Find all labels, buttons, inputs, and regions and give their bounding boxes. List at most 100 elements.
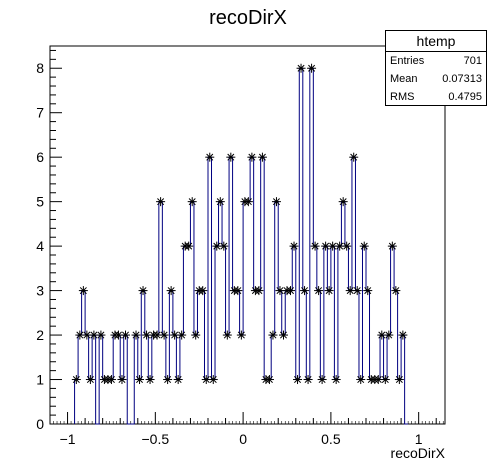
data-point-marker <box>275 286 285 296</box>
data-point-marker <box>236 330 246 340</box>
data-point-marker <box>293 375 303 385</box>
data-point-marker <box>156 197 166 207</box>
data-point-marker <box>352 286 362 296</box>
data-point-marker <box>120 330 130 340</box>
x-axis: −1 −0.5 0 0.5 1 <box>49 412 444 447</box>
data-point-marker <box>289 241 299 251</box>
data-point-marker <box>356 375 366 385</box>
y-tick-label: 0 <box>36 416 44 432</box>
stats-mean-label: Mean <box>390 73 418 85</box>
data-point-marker <box>222 330 232 340</box>
data-point-marker <box>394 375 404 385</box>
data-point-marker <box>254 286 264 296</box>
data-point-marker <box>268 330 278 340</box>
data-point-marker <box>257 152 267 162</box>
data-point-marker <box>71 375 81 385</box>
data-point-marker <box>310 241 320 251</box>
data-point-marker <box>96 330 106 340</box>
data-point-marker <box>338 197 348 207</box>
y-tick-label: 1 <box>36 372 44 388</box>
stats-row-entries: Entries 701 <box>386 52 486 70</box>
stats-rms-value: 0.4795 <box>448 91 482 103</box>
data-point-marker <box>363 286 373 296</box>
data-point-marker <box>331 375 341 385</box>
stats-row-mean: Mean 0.07313 <box>386 70 486 88</box>
y-axis: 0 1 2 3 4 5 6 7 8 <box>36 49 62 432</box>
y-tick-label: 5 <box>36 194 44 210</box>
data-point-marker <box>271 197 281 207</box>
data-point-marker <box>345 286 355 296</box>
histogram-series-line <box>74 67 409 425</box>
data-point-marker <box>286 286 296 296</box>
data-point-marker <box>184 241 194 251</box>
data-point-marker <box>187 197 197 207</box>
data-point-marker <box>135 375 145 385</box>
data-point-marker <box>219 241 229 251</box>
data-point-marker <box>198 286 208 296</box>
data-point-marker <box>78 286 88 296</box>
y-tick-label: 6 <box>36 149 44 165</box>
data-point-marker <box>384 330 394 340</box>
stats-entries-label: Entries <box>390 55 425 67</box>
x-tick-label: −0.5 <box>142 431 170 447</box>
data-point-marker <box>296 63 306 73</box>
y-tick-label: 7 <box>36 105 44 121</box>
data-point-marker <box>106 375 116 385</box>
data-point-marker <box>359 241 369 251</box>
data-point-marker <box>177 330 187 340</box>
data-point-marker <box>208 375 218 385</box>
data-markers <box>71 63 408 385</box>
data-point-marker <box>138 286 148 296</box>
data-point-marker <box>159 330 169 340</box>
y-tick-label: 2 <box>36 327 44 343</box>
data-point-marker <box>215 197 225 207</box>
data-point-marker <box>212 241 222 251</box>
data-point-marker <box>264 375 274 385</box>
stats-box: htemp Entries 701 Mean 0.07313 RMS 0.479… <box>385 30 487 106</box>
data-point-marker <box>328 241 338 251</box>
x-tick-label: 0.5 <box>321 431 341 447</box>
data-point-marker <box>373 375 383 385</box>
x-tick-label: 1 <box>415 431 423 447</box>
data-point-marker <box>89 330 99 340</box>
plot-frame <box>49 45 446 425</box>
data-point-marker <box>243 197 253 207</box>
data-point-marker <box>191 330 201 340</box>
y-tick-label: 4 <box>36 238 44 254</box>
x-axis-title: recoDirX <box>391 445 446 461</box>
data-point-marker <box>131 330 141 340</box>
data-point-marker <box>75 330 85 340</box>
stats-box-title: htemp <box>386 31 486 52</box>
stats-rms-label: RMS <box>390 91 415 103</box>
data-point-marker <box>85 375 95 385</box>
data-point-marker <box>349 152 359 162</box>
y-tick-label: 8 <box>36 60 44 76</box>
data-point-marker <box>342 241 352 251</box>
data-point-marker <box>233 286 243 296</box>
stats-mean-value: 0.07313 <box>442 73 482 85</box>
data-point-marker <box>317 375 327 385</box>
data-point-marker <box>398 330 408 340</box>
chart-title: recoDirX <box>209 7 287 29</box>
data-point-marker <box>145 375 155 385</box>
data-point-marker <box>387 241 397 251</box>
data-point-marker <box>226 152 236 162</box>
data-point-marker <box>278 330 288 340</box>
x-tick-label: 0 <box>239 431 247 447</box>
data-point-marker <box>173 375 183 385</box>
data-point-marker <box>307 63 317 73</box>
data-point-marker <box>166 286 176 296</box>
data-point-marker <box>247 152 257 162</box>
stats-entries-value: 701 <box>463 55 482 67</box>
data-point-marker <box>117 375 127 385</box>
y-tick-label: 3 <box>36 283 44 299</box>
data-point-marker <box>205 152 215 162</box>
data-point-marker <box>314 286 324 296</box>
data-point-marker <box>391 286 401 296</box>
data-point-marker <box>380 375 390 385</box>
x-tick-label: −1 <box>60 431 76 447</box>
data-point-marker <box>303 375 313 385</box>
data-point-marker <box>163 375 173 385</box>
data-point-marker <box>324 286 334 296</box>
